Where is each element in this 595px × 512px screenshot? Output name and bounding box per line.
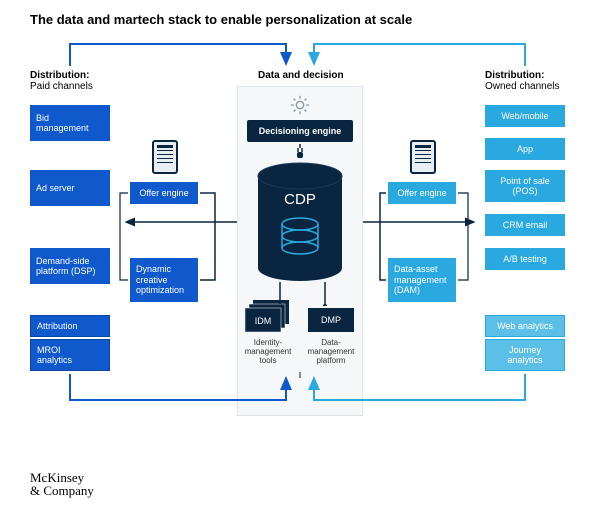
box-ad-server: Ad server (30, 170, 110, 206)
diagram-title: The data and martech stack to enable per… (30, 12, 412, 27)
box-mroi: MROIanalytics (30, 339, 110, 371)
box-dam: Data-assetmanagement(DAM) (388, 258, 456, 302)
box-offer-engine-left: Offer engine (130, 182, 198, 204)
box-bid-management: Bidmanagement (30, 105, 110, 141)
box-journey-analytics: Journeyanalytics (485, 339, 565, 371)
box-pos: Point of sale(POS) (485, 170, 565, 202)
left-header: Distribution: Paid channels (30, 70, 120, 92)
box-app: App (485, 138, 565, 160)
box-dco: Dynamiccreativeoptimization (130, 258, 198, 302)
box-dsp: Demand-sideplatform (DSP) (30, 248, 110, 284)
left-header-title: Distribution: (30, 70, 89, 81)
box-ab-testing: A/B testing (485, 248, 565, 270)
box-web-analytics: Web analytics (485, 315, 565, 337)
mckinsey-logo: McKinsey& Company (30, 471, 94, 498)
right-header-title: Distribution: (485, 70, 544, 81)
gear-icon (289, 94, 311, 116)
left-header-sub: Paid channels (30, 81, 93, 92)
cdp-connectors (255, 282, 345, 306)
right-header: Distribution: Owned channels (485, 70, 575, 92)
box-web-mobile: Web/mobile (485, 105, 565, 127)
device-icon-left (152, 140, 178, 174)
label-idm: Identity-managementtools (240, 338, 296, 366)
plug-icon (294, 144, 306, 162)
right-header-sub: Owned channels (485, 81, 560, 92)
svg-text:IDM: IDM (255, 316, 272, 326)
label-dmp: Data-managementplatform (302, 338, 360, 366)
box-offer-engine-right: Offer engine (388, 182, 456, 204)
center-header: Data and decision (258, 70, 344, 81)
device-icon-right (410, 140, 436, 174)
box-crm: CRM email (485, 214, 565, 236)
box-decisioning-engine: Decisioning engine (247, 120, 353, 142)
box-dmp: DMP (308, 308, 354, 332)
svg-text:CDP: CDP (284, 191, 316, 208)
cdp-cylinder: CDP (255, 162, 345, 287)
box-attribution: Attribution (30, 315, 110, 337)
